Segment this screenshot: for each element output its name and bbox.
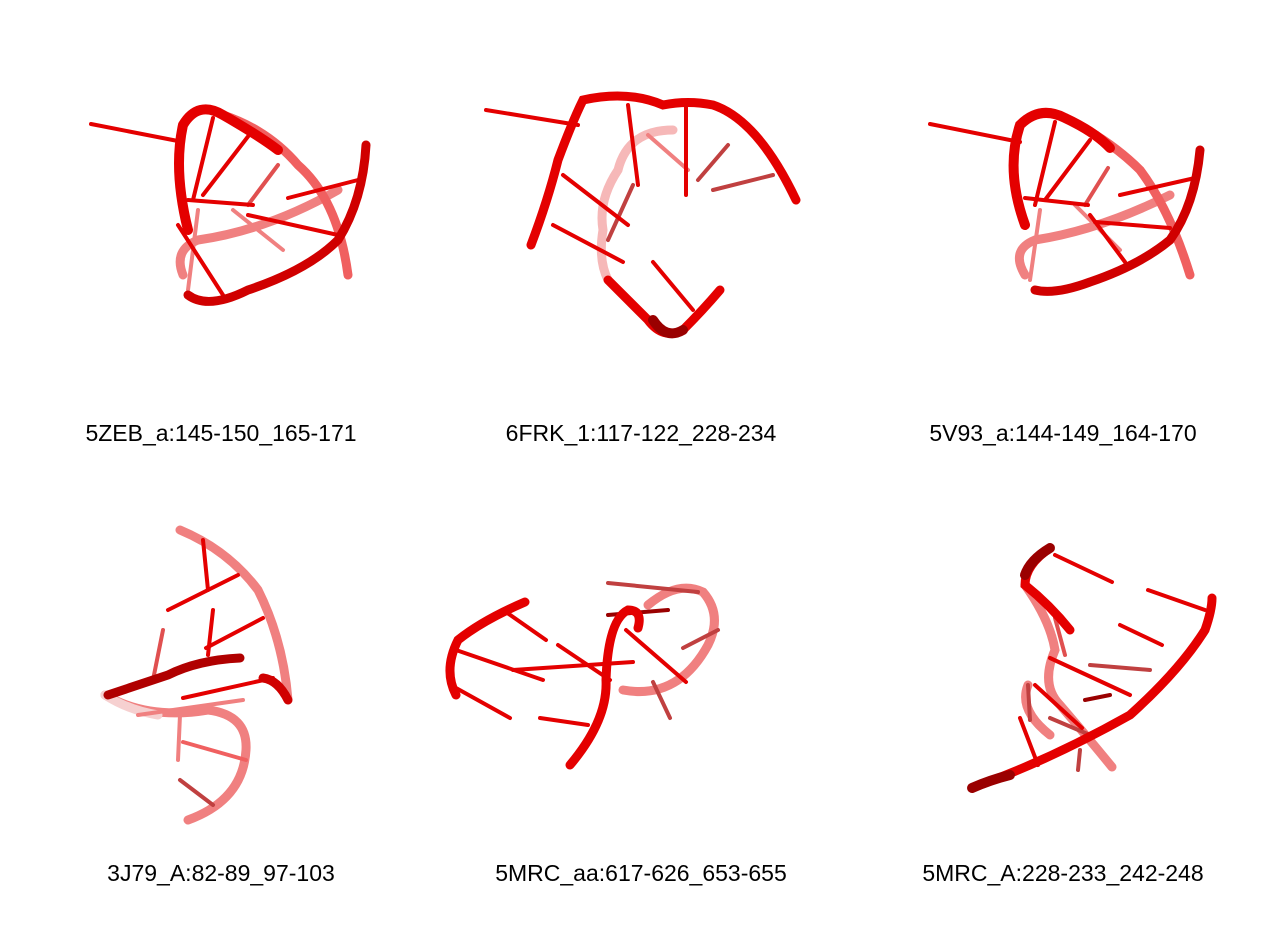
structure-panel-1: 5ZEB_a:145-150_165-171 [8, 0, 434, 470]
structure-panel-2: 6FRK_1:117-122_228-234 [428, 0, 854, 470]
structure-label: 3J79_A:82-89_97-103 [107, 860, 335, 886]
rna-structure-render [928, 107, 1205, 296]
structure-panel-4: 3J79_A:82-89_97-103 [8, 470, 434, 940]
rna-structure-render [100, 525, 293, 825]
structure-label: 6FRK_1:117-122_228-234 [505, 420, 777, 446]
structure-panel-6: 5MRC_A:228-233_242-248 [850, 470, 1276, 940]
rna-structure-render [484, 91, 801, 339]
structure-panel-5: 5MRC_aa:617-626_653-655 [428, 470, 854, 940]
structure-label: 5MRC_A:228-233_242-248 [922, 860, 1204, 886]
rna-structure-render [967, 543, 1217, 793]
structure-panel-3: 5V93_a:144-149_164-170 [850, 0, 1276, 470]
structure-label: 5ZEB_a:145-150_165-171 [85, 420, 357, 446]
structure-label: 5MRC_aa:617-626_653-655 [495, 860, 787, 886]
rna-structure-render [89, 104, 371, 306]
rna-structure-render [445, 581, 720, 770]
structure-label: 5V93_a:144-149_164-170 [929, 420, 1197, 446]
